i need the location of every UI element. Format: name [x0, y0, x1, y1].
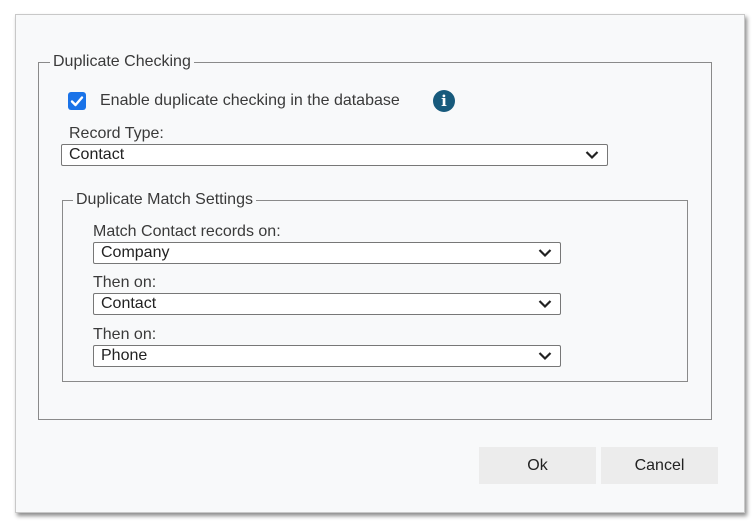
ok-button[interactable]: Ok — [479, 447, 596, 484]
checkmark-icon — [70, 96, 84, 107]
match-field-select-2[interactable]: Contact — [93, 293, 561, 315]
duplicate-checking-dialog: Duplicate Checking Enable duplicate chec… — [15, 14, 745, 513]
record-type-value: Contact — [69, 146, 125, 163]
record-type-select[interactable]: Contact — [61, 144, 608, 166]
duplicate-checking-legend: Duplicate Checking — [50, 53, 194, 71]
duplicate-match-settings-fieldset: Duplicate Match Settings Match Contact r… — [62, 191, 688, 382]
chevron-down-icon — [538, 352, 552, 361]
enable-duplicate-checkbox[interactable] — [68, 92, 86, 110]
match-field-label: Match Contact records on: — [93, 223, 281, 240]
duplicate-checking-fieldset: Duplicate Checking Enable duplicate chec… — [38, 53, 712, 420]
match-settings-legend: Duplicate Match Settings — [73, 191, 256, 209]
chevron-down-icon — [538, 249, 552, 258]
match-field-value: Phone — [101, 347, 148, 364]
chevron-down-icon — [585, 151, 599, 160]
match-field-value: Company — [101, 244, 170, 261]
cancel-button[interactable]: Cancel — [601, 447, 718, 484]
then-on-label: Then on: — [93, 274, 157, 291]
match-field-select-1[interactable]: Company — [93, 242, 561, 264]
info-circle-icon[interactable]: i — [433, 90, 455, 112]
record-type-label: Record Type: — [69, 125, 164, 142]
match-field-select-3[interactable]: Phone — [93, 345, 561, 367]
enable-duplicate-label: Enable duplicate checking in the databas… — [100, 92, 400, 109]
match-field-value: Contact — [101, 295, 157, 312]
then-on-label: Then on: — [93, 326, 157, 343]
chevron-down-icon — [538, 300, 552, 309]
